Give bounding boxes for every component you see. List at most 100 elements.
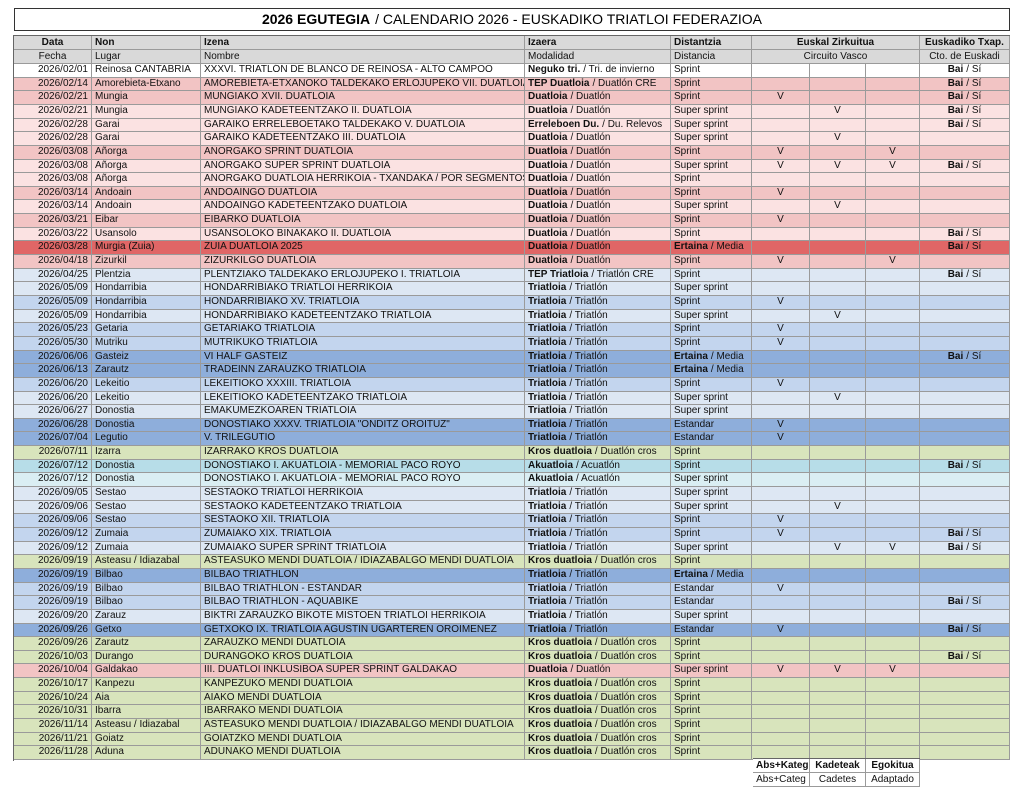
circuit-cell xyxy=(810,350,866,365)
circuit-cell xyxy=(866,364,920,378)
text: / Duatlón cros xyxy=(594,732,657,744)
modality-cell: Kros duatloia / Duatlón cros xyxy=(525,555,671,569)
date-cell: 2026/10/17 xyxy=(14,678,92,692)
circuit-cell: V xyxy=(752,255,810,269)
circuit-cell xyxy=(752,77,810,92)
text: GARAIKO ERRELEBOETAKO TALDEKAKO V. DUATL… xyxy=(204,118,466,130)
text: Super sprint xyxy=(674,132,728,144)
text: V xyxy=(889,255,896,267)
circuit-cell xyxy=(866,391,920,406)
distance-cell: Super sprint xyxy=(671,132,752,146)
date-cell: 2026/09/05 xyxy=(14,487,92,501)
championship-cell xyxy=(920,637,1010,651)
text: / Sí xyxy=(966,104,982,116)
circuit-cell xyxy=(752,473,810,488)
modality-cell: Kros duatloia / Duatlón cros xyxy=(525,650,671,665)
text: / Sí xyxy=(966,459,982,471)
distance-cell: Sprint xyxy=(671,459,752,474)
circuit-cell xyxy=(866,732,920,747)
legend-cell: Egokitua xyxy=(866,759,920,773)
text: 2026/09/19 xyxy=(37,596,88,608)
distance-cell: Sprint xyxy=(671,64,752,78)
place-cell: Aduna xyxy=(92,746,201,760)
text: Super sprint xyxy=(674,609,728,621)
text: V. TRILEGUTIO xyxy=(204,432,276,444)
circuit-cell xyxy=(810,64,866,78)
text: Nombre xyxy=(204,51,240,62)
text: 2026/10/24 xyxy=(37,691,88,703)
text: Sprint xyxy=(674,719,701,731)
circuit-cell xyxy=(866,582,920,597)
date-cell: 2026/09/19 xyxy=(14,568,92,583)
text: ZARAUZKO MENDI DUATLOIA xyxy=(204,637,346,649)
text: 2026/10/03 xyxy=(37,650,88,662)
championship-cell xyxy=(920,282,1010,296)
place-cell: Bilbao xyxy=(92,568,201,583)
text: Super sprint xyxy=(674,309,728,321)
text: / Duatlón xyxy=(570,173,611,185)
place-cell: Gasteiz xyxy=(92,350,201,365)
circuit-cell xyxy=(752,446,810,460)
text: Sprint xyxy=(674,746,701,758)
text: V xyxy=(777,159,784,171)
circuit-cell: V xyxy=(752,214,810,228)
date-cell: 2026/02/14 xyxy=(14,77,92,92)
text: Donostia xyxy=(95,405,135,417)
circuit-cell xyxy=(752,487,810,501)
name-cell: LEKEITIOKO KADETEENTZAKO TRIATLOIA xyxy=(201,391,525,406)
text: Sprint xyxy=(674,637,701,649)
championship-cell xyxy=(920,746,1010,760)
text: Bai xyxy=(947,104,964,116)
legend-cell: Adaptado xyxy=(866,773,920,787)
circuit-cell xyxy=(752,227,810,242)
circuit-cell: V xyxy=(752,418,810,433)
text: V xyxy=(777,514,784,526)
distance-cell: Super sprint xyxy=(671,118,752,133)
text: / Triatlón xyxy=(569,405,608,417)
place-cell: Hondarribia xyxy=(92,282,201,296)
date-cell: 2026/07/04 xyxy=(14,432,92,447)
text: Triatloia xyxy=(528,350,567,362)
circuit-cell xyxy=(866,637,920,651)
text: / Triatlón xyxy=(569,323,608,335)
text: Goiatz xyxy=(95,732,124,744)
text: Cadetes xyxy=(818,774,857,785)
date-cell: 2026/09/06 xyxy=(14,514,92,528)
text: / Duatlón cros xyxy=(594,678,657,690)
modality-cell: Triatloia / Triatlón xyxy=(525,377,671,392)
date-cell: 2026/02/28 xyxy=(14,132,92,146)
text: Duatloia xyxy=(528,186,568,198)
championship-cell xyxy=(920,391,1010,406)
text: Añorga xyxy=(95,145,128,157)
text: Triatloia xyxy=(528,282,567,294)
text: 2026/02/21 xyxy=(37,91,88,103)
distance-cell: Sprint xyxy=(671,446,752,460)
circuit-cell xyxy=(752,705,810,720)
text: Data xyxy=(41,37,64,48)
place-cell: Mutriku xyxy=(92,336,201,351)
text: 2026/02/21 xyxy=(37,104,88,116)
modality-cell: Triatloia / Triatlón xyxy=(525,418,671,433)
text: Sprint xyxy=(674,255,701,267)
modality-cell: Duatloia / Duatlón xyxy=(525,159,671,174)
circuit-cell xyxy=(752,200,810,215)
text: V xyxy=(777,186,784,198)
text: 2026/09/12 xyxy=(37,541,88,553)
date-cell: 2026/02/01 xyxy=(14,64,92,78)
circuit-cell xyxy=(752,282,810,296)
text: Bai xyxy=(947,268,964,280)
circuit-cell: V xyxy=(752,432,810,447)
text: VI HALF GASTEIZ xyxy=(204,350,288,362)
text: Sprint xyxy=(674,336,701,348)
distance-cell: Estandar xyxy=(671,596,752,610)
text: Triatloia xyxy=(528,391,567,403)
text: Bai xyxy=(947,528,964,539)
legend-cell: Abs+Categ xyxy=(753,773,810,787)
date-cell: 2026/05/09 xyxy=(14,282,92,296)
text: Andoain xyxy=(95,200,132,212)
text: 2026/07/12 xyxy=(37,459,88,471)
modality-cell: Triatloia / Triatlón xyxy=(525,323,671,337)
name-cell: ASTEASUKO MENDI DUATLOIA / IDIAZABALGO M… xyxy=(201,719,525,733)
distance-cell: Super sprint xyxy=(671,405,752,419)
place-cell: Zumaia xyxy=(92,528,201,542)
